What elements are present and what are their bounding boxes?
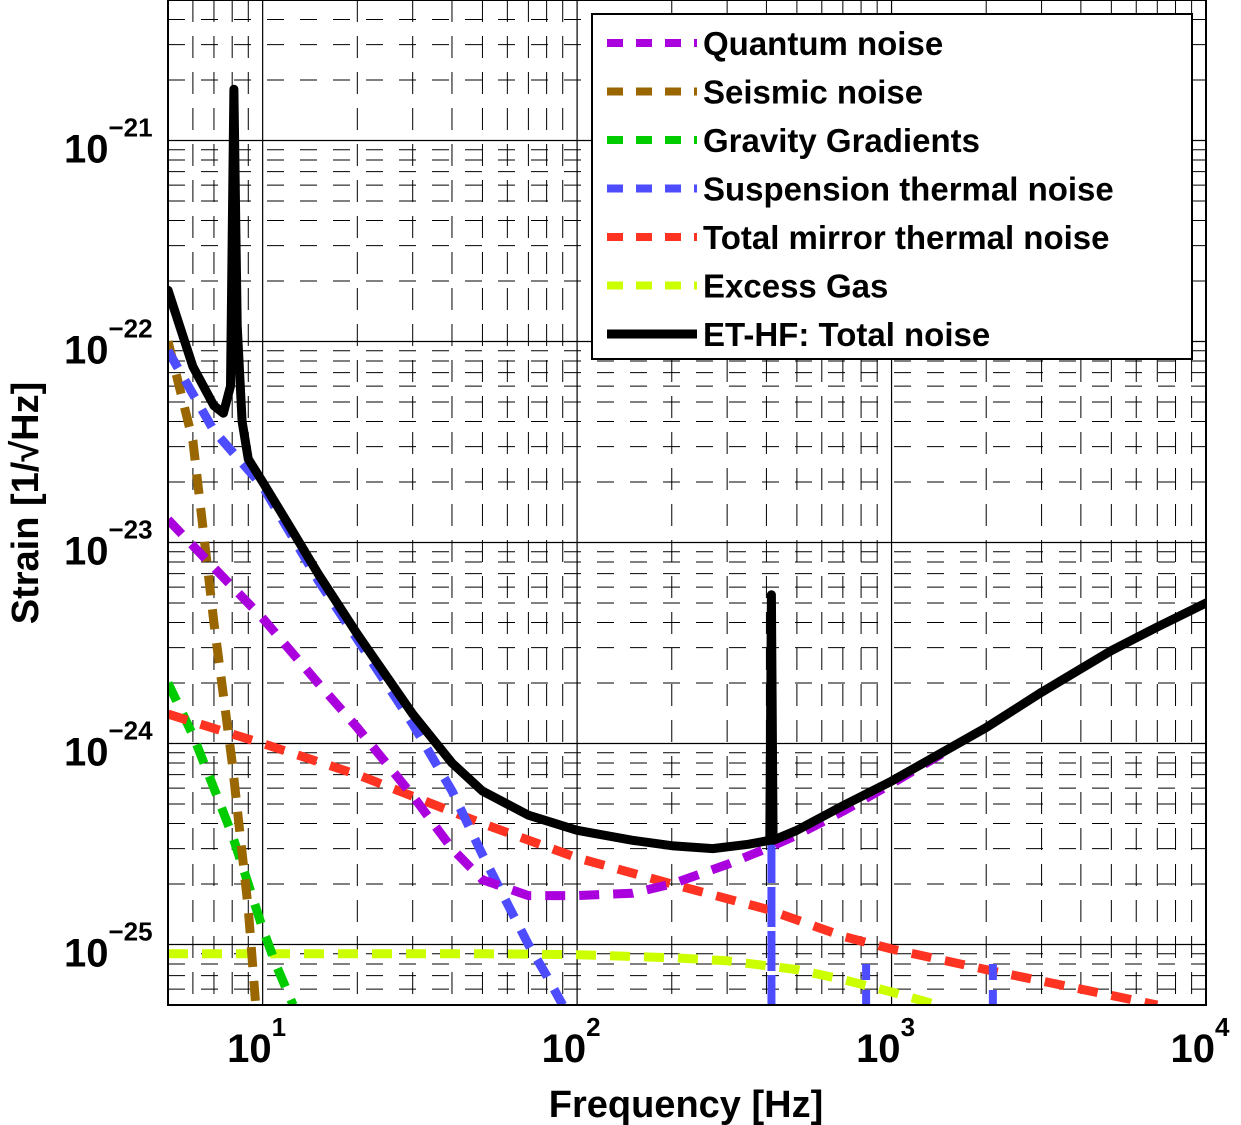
y-axis-title: Strain [1/√Hz] [5, 382, 47, 625]
series-line-seismic-noise [168, 340, 261, 1005]
legend-label: Excess Gas [703, 268, 888, 305]
x-axis-title: Frequency [Hz] [549, 1084, 823, 1125]
series-group [168, 84, 1206, 1005]
legend-label: Seismic noise [703, 74, 923, 111]
legend-label: Gravity Gradients [703, 122, 980, 159]
x-tick-label: 104 [1171, 1012, 1231, 1071]
y-tick-label: 10−23 [64, 514, 153, 573]
legend-label: Quantum noise [703, 25, 943, 62]
legend-entry: Suspension thermal noise [607, 171, 1114, 208]
x-tick-label: 101 [227, 1012, 286, 1071]
plot-frame [167, 0, 1207, 1006]
y-tick-label: 10−25 [64, 916, 153, 975]
x-tick-label: 103 [856, 1012, 915, 1071]
legend: Quantum noise Seismic noise Gravity Gradie… [591, 13, 1193, 360]
series-line-et-hf-total-noise [168, 84, 1206, 854]
y-tick-label: 10−22 [64, 313, 153, 372]
legend-label: Suspension thermal noise [703, 171, 1114, 208]
tick-labels: 101 102 103 104 10−21 10−22 10−23 10−24 10−25 [64, 112, 1230, 1071]
legend-entry: Quantum noise [607, 25, 943, 62]
y-tick-label: 10−21 [64, 112, 153, 171]
y-tick-label: 10−24 [64, 715, 153, 774]
legend-box [591, 13, 1193, 360]
legend-entry: Total mirror thermal noise [607, 219, 1109, 256]
series-line-excess-gas [168, 949, 939, 1005]
legend-entry: Excess Gas [607, 268, 888, 305]
legend-entry: ET-HF: Total noise [607, 316, 990, 353]
series-line-quantum-noise [168, 516, 950, 901]
series-line-total-mirror-thermal-noise [168, 709, 1159, 1005]
legend-label: ET-HF: Total noise [703, 316, 990, 353]
x-tick-label: 102 [542, 1012, 601, 1071]
series-line-suspension-thermal-noise [168, 348, 567, 1005]
legend-label: Total mirror thermal noise [703, 219, 1109, 256]
legend-entry: Gravity Gradients [607, 122, 980, 159]
legend-entry: Seismic noise [607, 74, 923, 111]
